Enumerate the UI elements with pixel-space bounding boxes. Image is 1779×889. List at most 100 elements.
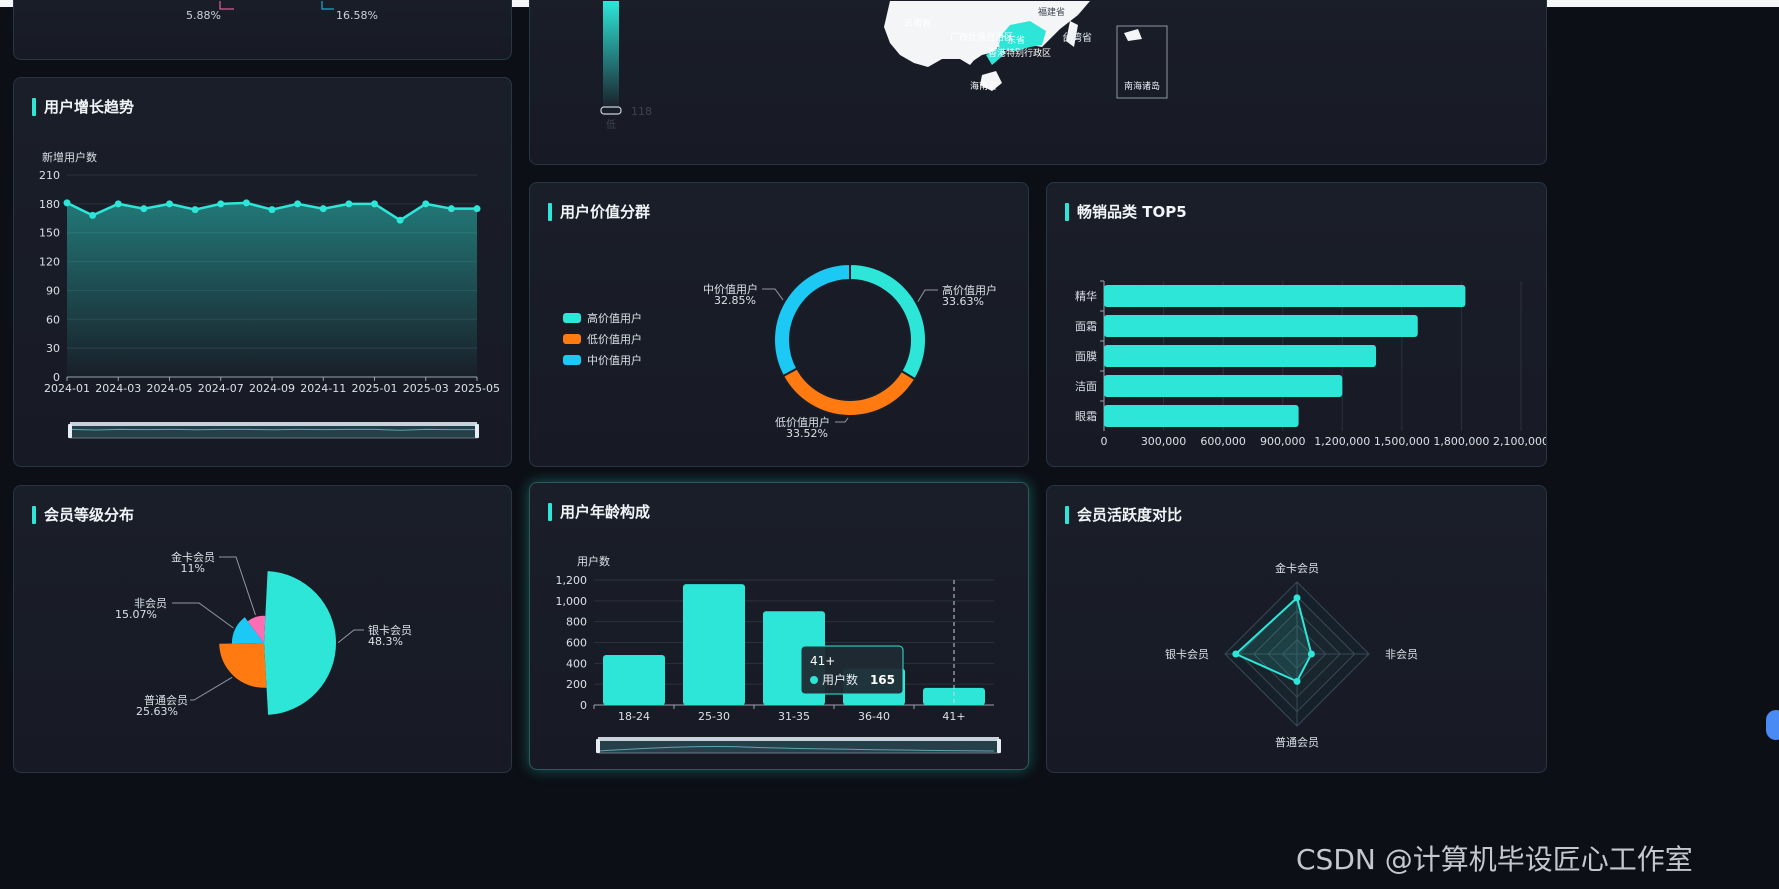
- growth-point: [294, 200, 302, 208]
- map-label-hk: 香港特别行政区: [988, 47, 1051, 59]
- top5-bar: [1104, 315, 1418, 337]
- growth-point: [191, 206, 199, 214]
- top5-xtick: 2,100,000: [1493, 435, 1547, 448]
- top5-xtick: 1,200,000: [1314, 435, 1370, 448]
- growth-datazoom-track: [69, 423, 478, 439]
- partial-legend-value-2: 16.58%: [336, 9, 378, 22]
- value-legend-swatch: [563, 334, 581, 344]
- china-map-svg[interactable]: 118 低 云南省 福建省 广东省 台湾省 广西壮族自治区 海南省 南海诸岛 香…: [530, 0, 1547, 165]
- top5-panel: 畅销品类 TOP5 0 300,000 600,000 900,000 1,200,00…: [1046, 182, 1547, 467]
- growth-datazoom-line: [69, 428, 477, 431]
- value-slice-name: 高价值用户: [942, 283, 997, 297]
- growth-point: [242, 199, 250, 207]
- age-title: 用户年龄构成: [548, 503, 650, 521]
- age-bar: [603, 655, 665, 705]
- visual-map-bar[interactable]: [603, 1, 619, 109]
- growth-xtick: 2024-09: [249, 382, 295, 395]
- age-panel: 用户年龄构成 用户数 0 200 400 600 800 1,000 1,200 18-24 25…: [529, 482, 1029, 770]
- top5-title: 畅销品类 TOP5: [1065, 203, 1187, 221]
- value-donut-slice: [773, 262, 851, 378]
- radar-point: [1293, 677, 1301, 685]
- value-slice-name: 中价值用户: [703, 282, 758, 296]
- growth-point: [319, 205, 327, 213]
- age-category-label: 25-30: [698, 710, 730, 723]
- growth-point: [89, 211, 97, 219]
- member-slice-percent: 48.3%: [368, 635, 403, 648]
- map-land-white: [884, 1, 1090, 67]
- value-label-line: [762, 288, 784, 301]
- member-label-line: [337, 629, 364, 644]
- growth-point: [268, 206, 276, 214]
- top5-xtick: 0: [1101, 435, 1108, 448]
- visual-map-handle[interactable]: [600, 106, 622, 115]
- map-hainan[interactable]: [980, 71, 1002, 91]
- age-tooltip-box: [800, 645, 904, 695]
- value-segment-title: 用户价值分群: [548, 203, 650, 221]
- growth-datazoom-top: [70, 422, 477, 426]
- value-donut-slice: [849, 262, 927, 381]
- growth-point: [345, 200, 353, 208]
- value-legend-label: 低价值用户: [587, 332, 642, 346]
- member-rose-slice: [231, 617, 264, 644]
- growth-panel: 用户增长趋势 新增用户数 0 30 60 90 120 150 180 210 2024-01 20…: [13, 77, 512, 467]
- map-label-south-sea: 南海诸岛: [1124, 80, 1160, 92]
- member-level-title: 会员等级分布: [32, 506, 134, 524]
- growth-xtick: 2024-05: [147, 382, 193, 395]
- member-slice-name: 非会员: [134, 597, 167, 610]
- growth-chart[interactable]: 新增用户数 0 30 60 90 120 150 180 210 2024-01 2024-03 20…: [14, 78, 512, 467]
- age-datazoom-top: [598, 737, 999, 741]
- member-rose-slice: [219, 643, 267, 688]
- age-ytick: 400: [566, 657, 587, 670]
- side-float-button[interactable]: [1766, 710, 1779, 740]
- growth-ytick: 60: [46, 313, 60, 326]
- member-slice-name: 金卡会员: [171, 550, 215, 564]
- map-hk-strip: [986, 47, 1006, 65]
- map-guangdong[interactable]: [998, 21, 1046, 51]
- radar-point: [1293, 594, 1301, 602]
- growth-ytick: 180: [39, 198, 60, 211]
- map-taiwan[interactable]: [1066, 21, 1078, 47]
- visual-map-value: 118: [631, 105, 652, 118]
- value-slice-name: 低价值用户: [775, 415, 830, 429]
- value-label-line: [835, 417, 849, 423]
- map-guangxi[interactable]: [962, 39, 998, 63]
- top5-xtick: 1,800,000: [1433, 435, 1489, 448]
- map-label-yunnan: 云南省: [904, 17, 931, 29]
- top5-chart[interactable]: 0 300,000 600,000 900,000 1,200,000 1,500,000…: [1047, 183, 1547, 467]
- age-chart[interactable]: 用户数 0 200 400 600 800 1,000 1,200 18-24 25-30 31-3…: [530, 483, 1029, 770]
- radar-indicator-label: 金卡会员: [1275, 561, 1319, 575]
- growth-ytick: 120: [39, 256, 60, 269]
- visual-map-low-label: 低: [606, 118, 616, 131]
- radar-indicator-label: 银卡会员: [1165, 647, 1209, 661]
- member-label-line: [190, 676, 233, 701]
- value-segment-chart[interactable]: 高价值用户低价值用户中价值用户高价值用户33.63%低价值用户33.52%中价值…: [530, 183, 1029, 467]
- growth-point: [140, 205, 148, 213]
- watermark: CSDN @计算机毕设匠心工作室: [1296, 843, 1693, 876]
- age-ytick: 1,000: [556, 595, 588, 608]
- map-label-guangdong: 广东省: [998, 34, 1025, 46]
- age-ytick: 0: [580, 699, 587, 712]
- map-panel: 118 低 云南省 福建省 广东省 台湾省 广西壮族自治区 海南省 南海诸岛 香…: [529, 0, 1547, 165]
- age-tooltip-marker: [810, 676, 818, 684]
- top5-category-label: 面膜: [1075, 350, 1097, 363]
- age-ylabel: 用户数: [577, 554, 610, 568]
- map-label-guangxi: 广西壮族自治区: [950, 31, 1013, 43]
- growth-ytick: 90: [46, 284, 60, 297]
- growth-xtick: 2025-03: [403, 382, 449, 395]
- value-slice-percent: 33.63%: [942, 295, 984, 308]
- partial-legend-svg: 5.88% 16.58%: [186, 1, 378, 22]
- value-legend-label: 高价值用户: [587, 311, 642, 325]
- age-ytick: 800: [566, 616, 587, 629]
- top5-bar: [1104, 405, 1299, 427]
- growth-point: [422, 200, 430, 208]
- member-rose-slice: [247, 615, 266, 643]
- south-sea-islands-box: [1116, 25, 1168, 99]
- age-datazoom-handle-left: [596, 739, 600, 753]
- top5-xtick: 300,000: [1141, 435, 1187, 448]
- age-datazoom-line: [597, 746, 995, 752]
- growth-area: [67, 202, 477, 377]
- member-label-line: [172, 602, 234, 629]
- growth-point: [371, 200, 378, 208]
